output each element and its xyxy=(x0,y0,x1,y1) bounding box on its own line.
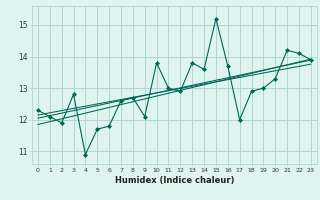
X-axis label: Humidex (Indice chaleur): Humidex (Indice chaleur) xyxy=(115,176,234,185)
